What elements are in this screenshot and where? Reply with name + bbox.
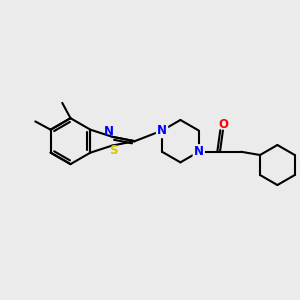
Text: N: N (157, 124, 167, 137)
Text: N: N (104, 125, 114, 138)
Text: O: O (218, 118, 228, 130)
Text: N: N (194, 145, 204, 158)
Text: S: S (109, 144, 118, 157)
